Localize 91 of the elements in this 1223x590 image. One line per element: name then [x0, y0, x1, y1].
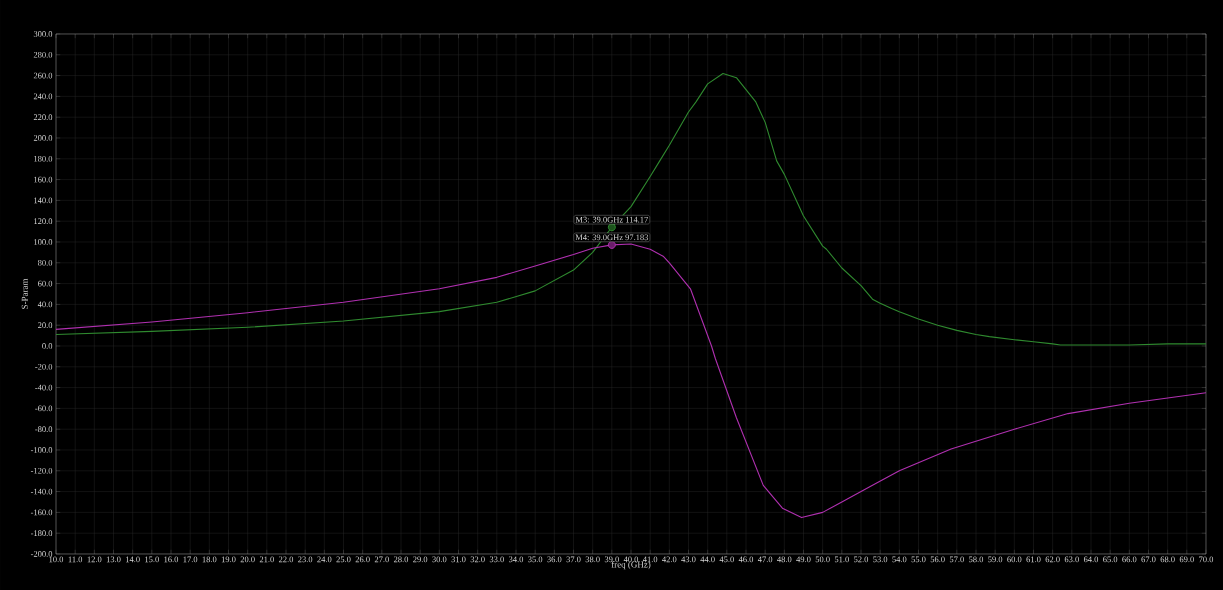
x-tick-label: 69.0	[1179, 556, 1194, 563]
x-tick-label: 61.0	[1026, 556, 1041, 563]
y-tick-label: 220.0	[33, 114, 53, 121]
x-tick-label: 25.0	[336, 556, 351, 563]
x-tick-label: 47.0	[757, 556, 773, 563]
x-tick-label: 52.0	[854, 556, 869, 563]
y-tick-label: -160.0	[30, 509, 53, 516]
y-tick-label: 180.0	[34, 155, 53, 162]
x-tick-label: 37.0	[566, 556, 581, 563]
y-tick-label: -140.0	[30, 488, 53, 495]
x-tick-label: 24.0	[317, 556, 332, 563]
x-tick-label: 18.0	[202, 556, 217, 563]
y-tick-label: -120.0	[30, 467, 53, 474]
x-tick-label: 27.0	[374, 556, 389, 563]
x-tick-label: 46.0	[738, 556, 754, 563]
y-tick-label: -80.0	[35, 426, 53, 433]
x-tick-label: 63.0	[1064, 556, 1079, 563]
x-tick-label: 22.0	[278, 556, 294, 563]
x-tick-label: 60.0	[1007, 556, 1022, 563]
x-tick-label: 55.0	[911, 556, 926, 563]
x-tick-label: 21.0	[259, 556, 274, 563]
x-tick-label: 48.0	[777, 556, 792, 563]
x-tick-label: 66.0	[1122, 556, 1137, 563]
x-tick-label: 59.0	[988, 556, 1003, 563]
x-tick-label: 33.0	[489, 556, 504, 563]
x-tick-label: 49.0	[796, 556, 811, 563]
y-tick-label: 20.0	[38, 322, 53, 329]
x-tick-label: 13.0	[106, 556, 121, 563]
y-tick-label: 160.0	[34, 176, 53, 183]
x-tick-label: 11.0	[68, 556, 83, 563]
x-tick-label: 32.0	[470, 556, 485, 563]
x-tick-label: 50.0	[815, 556, 830, 563]
x-tick-label: 56.0	[930, 556, 945, 563]
x-tick-label: 12.0	[87, 556, 102, 563]
y-tick-label: -180.0	[30, 530, 53, 537]
x-tick-label: 15.0	[145, 556, 159, 563]
x-tick-label: 16.0	[164, 556, 179, 563]
annotation: M4: 39.0GHz 97.183	[575, 234, 649, 241]
x-tick-label: 62.0	[1045, 556, 1060, 563]
y-tick-label: 240.0	[33, 93, 53, 100]
x-tick-label: 38.0	[585, 556, 600, 563]
y-tick-label: 200.0	[33, 135, 53, 141]
x-tick-label: 44.0	[700, 556, 715, 563]
y-tick-label: 80.0	[38, 259, 53, 266]
x-tick-label: 67.0	[1141, 556, 1156, 563]
x-tick-label: 68.0	[1160, 556, 1175, 563]
annotation: M3: 39.0GHz 114.17	[575, 216, 649, 223]
x-tick-label: 36.0	[547, 556, 562, 563]
y-tick-label: 140.0	[34, 197, 53, 204]
x-tick-label: 20.0	[240, 556, 255, 563]
y-tick-label: 120.0	[34, 218, 53, 225]
y-tick-label: -60.0	[35, 405, 53, 412]
x-tick-label: 57.0	[949, 556, 964, 563]
y-tick-label: 40.0	[37, 301, 53, 308]
x-tick-label: 64.0	[1083, 556, 1099, 563]
x-tick-label: 70.0	[1199, 556, 1214, 563]
y-tick-label: 300.0	[33, 31, 53, 37]
x-tick-label: 34.0	[509, 556, 524, 563]
x-tick-label: 31.0	[451, 556, 466, 563]
x-tick-label: 17.0	[183, 556, 198, 563]
x-tick-label: 28.0	[393, 556, 409, 563]
x-tick-label: 23.0	[298, 556, 313, 563]
y-tick-label: -100.0	[30, 447, 53, 453]
x-tick-label: 51.0	[834, 556, 849, 563]
x-tick-label: 19.0	[221, 556, 236, 563]
x-axis-title: freq (GHz)	[611, 561, 651, 570]
x-tick-label: 35.0	[528, 556, 543, 563]
x-tick-label: 39.0	[604, 556, 619, 563]
x-tick-label: 14.0	[126, 556, 140, 563]
x-tick-label: 54.0	[892, 556, 907, 563]
x-tick-label: 30.0	[432, 556, 447, 563]
y-tick-label: -200.0	[30, 551, 53, 557]
x-tick-label: 26.0	[355, 556, 370, 563]
y-tick-label: 260.0	[33, 72, 53, 79]
y-axis-title: S-Param	[21, 278, 28, 309]
y-tick-label: 60.0	[38, 280, 53, 287]
y-tick-label: 280.0	[33, 51, 53, 58]
x-tick-label: 53.0	[873, 556, 888, 563]
x-tick-label: 43.0	[681, 556, 696, 563]
y-tick-label: 0.0	[42, 343, 53, 349]
x-tick-label: 40.0	[623, 556, 639, 563]
x-tick-label: 10.0	[49, 556, 64, 563]
x-tick-label: 42.0	[662, 556, 677, 563]
y-tick-label: -20.0	[35, 363, 53, 370]
x-tick-label: 65.0	[1103, 556, 1118, 563]
x-tick-label: 41.0	[642, 556, 658, 563]
y-tick-label: -40.0	[35, 384, 53, 391]
x-tick-label: 45.0	[719, 556, 734, 563]
x-tick-label: 58.0	[969, 556, 984, 563]
x-tick-label: 29.0	[413, 556, 428, 563]
y-tick-label: 100.0	[34, 239, 53, 245]
